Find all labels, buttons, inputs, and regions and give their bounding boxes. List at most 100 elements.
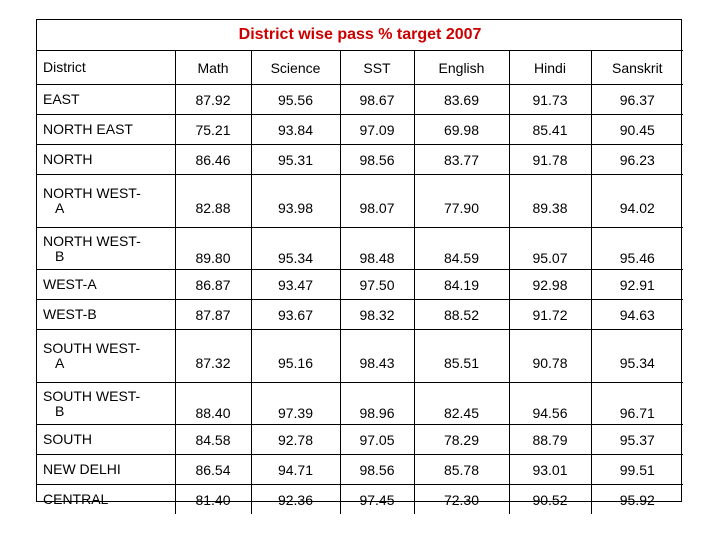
district-name: SOUTH <box>43 431 92 447</box>
math-value: 86.46 <box>174 144 252 175</box>
hindi-value: 94.56 <box>508 382 592 425</box>
math-value: 87.92 <box>174 84 252 115</box>
district-cell: NORTH EAST <box>37 114 176 145</box>
hindi-value: 85.41 <box>508 114 592 145</box>
math-value: 87.32 <box>174 329 252 383</box>
sanskrit-value: 99.51 <box>590 454 684 485</box>
district-name: EAST <box>43 91 80 107</box>
sst-value: 97.05 <box>339 424 415 455</box>
english-value: 88.52 <box>413 299 510 330</box>
math-value: 81.40 <box>174 484 252 514</box>
science-value: 93.67 <box>250 299 341 330</box>
hindi-value: 91.73 <box>508 84 592 115</box>
column-header-sst: SST <box>339 50 415 85</box>
district-name: NEW DELHI <box>43 461 121 477</box>
sanskrit-value: 96.71 <box>590 382 684 425</box>
math-value: 86.54 <box>174 454 252 485</box>
column-header-english: English <box>413 50 510 85</box>
science-value: 92.78 <box>250 424 341 455</box>
sst-value: 98.67 <box>339 84 415 115</box>
english-value: 85.78 <box>413 454 510 485</box>
table-row: WEST-A 86.87 93.47 97.50 84.19 92.98 92.91 <box>37 269 684 300</box>
district-name: WEST-A <box>43 276 97 292</box>
table-row: NORTH 86.46 95.31 98.56 83.77 91.78 96.23 <box>37 144 684 175</box>
english-value: 85.51 <box>413 329 510 383</box>
sst-value: 98.07 <box>339 174 415 228</box>
table-row: NORTH WEST- B 89.80 95.34 98.48 84.59 95.07 95.… <box>37 227 684 270</box>
english-value: 83.77 <box>413 144 510 175</box>
sanskrit-value: 94.63 <box>590 299 684 330</box>
sst-value: 98.56 <box>339 144 415 175</box>
district-name-suffix: B <box>55 247 65 264</box>
district-name: NORTH WEST- <box>43 232 141 249</box>
district-cell: CENTRAL <box>37 484 176 514</box>
sanskrit-value: 96.23 <box>590 144 684 175</box>
sanskrit-value: 95.46 <box>590 227 684 270</box>
english-value: 84.59 <box>413 227 510 270</box>
science-value: 93.47 <box>250 269 341 300</box>
table-row: NORTH EAST 75.21 93.84 97.09 69.98 85.41 90.45 <box>37 114 684 145</box>
sst-value: 97.45 <box>339 484 415 514</box>
table-row: SOUTH 84.58 92.78 97.05 78.29 88.79 95.37 <box>37 424 684 455</box>
hindi-value: 95.07 <box>508 227 592 270</box>
sanskrit-value: 94.02 <box>590 174 684 228</box>
header-row: District Math Science SST English Hindi Sanskr… <box>37 50 684 85</box>
science-value: 95.34 <box>250 227 341 270</box>
district-cell: NORTH WEST- A <box>37 174 176 228</box>
table-title: District wise pass % target 2007 <box>37 20 684 51</box>
sanskrit-value: 90.45 <box>590 114 684 145</box>
table-row: CENTRAL 81.40 92.36 97.45 72.30 90.52 95.92 <box>37 484 684 514</box>
column-header-science: Science <box>250 50 341 85</box>
district-name: CENTRAL <box>43 491 109 507</box>
district-cell: SOUTH WEST- B <box>37 382 176 425</box>
hindi-value: 91.78 <box>508 144 592 175</box>
hindi-value: 90.52 <box>508 484 592 514</box>
math-value: 75.21 <box>174 114 252 145</box>
column-header-district: District <box>37 50 176 85</box>
column-header-sanskrit: Sanskrit <box>590 50 684 85</box>
district-name-suffix: A <box>55 200 65 216</box>
english-value: 72.30 <box>413 484 510 514</box>
math-value: 82.88 <box>174 174 252 228</box>
district-cell: EAST <box>37 84 176 115</box>
pass-target-table-frame: District wise pass % target 2007 Distric… <box>36 19 684 514</box>
district-name: WEST-B <box>43 306 97 322</box>
column-header-math: Math <box>174 50 252 85</box>
math-value: 86.87 <box>174 269 252 300</box>
table-row: EAST 87.92 95.56 98.67 83.69 91.73 96.37 <box>37 84 684 115</box>
english-value: 84.19 <box>413 269 510 300</box>
district-name: SOUTH WEST- <box>43 340 141 356</box>
district-cell: NEW DELHI <box>37 454 176 485</box>
table-row: WEST-B 87.87 93.67 98.32 88.52 91.72 94.63 <box>37 299 684 330</box>
hindi-value: 88.79 <box>508 424 592 455</box>
table-row: NEW DELHI 86.54 94.71 98.56 85.78 93.01 99.51 <box>37 454 684 485</box>
english-value: 77.90 <box>413 174 510 228</box>
column-header-hindi: Hindi <box>508 50 592 85</box>
english-value: 69.98 <box>413 114 510 145</box>
district-name: SOUTH WEST- <box>43 387 141 404</box>
science-value: 95.31 <box>250 144 341 175</box>
science-value: 97.39 <box>250 382 341 425</box>
sst-value: 98.32 <box>339 299 415 330</box>
sanskrit-value: 95.92 <box>590 484 684 514</box>
math-value: 87.87 <box>174 299 252 330</box>
science-value: 95.56 <box>250 84 341 115</box>
district-name: NORTH <box>43 151 93 167</box>
sanskrit-value: 96.37 <box>590 84 684 115</box>
sst-value: 98.56 <box>339 454 415 485</box>
sst-value: 98.43 <box>339 329 415 383</box>
english-value: 82.45 <box>413 382 510 425</box>
pass-target-table: District wise pass % target 2007 Distric… <box>37 20 684 514</box>
district-cell: SOUTH <box>37 424 176 455</box>
district-name: NORTH EAST <box>43 121 133 137</box>
math-value: 84.58 <box>174 424 252 455</box>
table-row: SOUTH WEST- B 88.40 97.39 98.96 82.45 94.56 96.… <box>37 382 684 425</box>
hindi-value: 92.98 <box>508 269 592 300</box>
district-cell: NORTH WEST- B <box>37 227 176 270</box>
table-row: SOUTH WEST- A 87.32 95.16 98.43 85.51 90.78 95.… <box>37 329 684 383</box>
science-value: 93.84 <box>250 114 341 145</box>
english-value: 78.29 <box>413 424 510 455</box>
science-value: 93.98 <box>250 174 341 228</box>
sanskrit-value: 92.91 <box>590 269 684 300</box>
district-cell: SOUTH WEST- A <box>37 329 176 383</box>
